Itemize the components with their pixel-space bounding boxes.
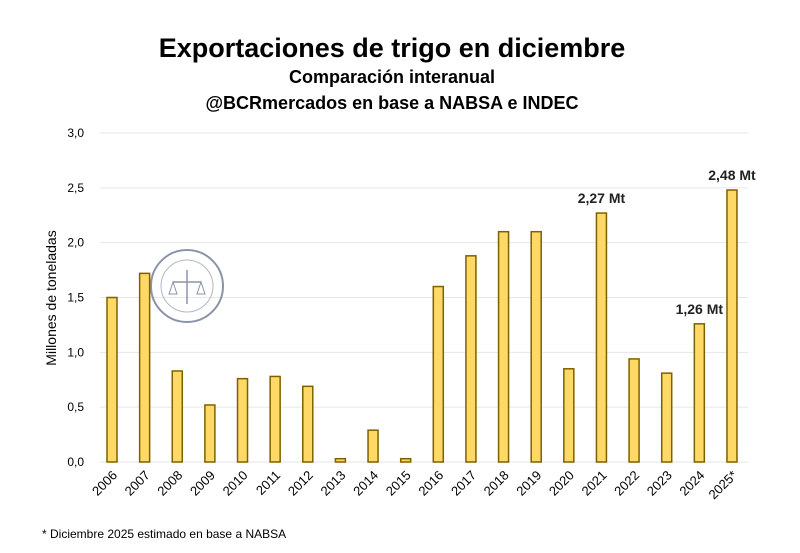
x-tick-label: 2009 xyxy=(187,468,218,499)
bar-2017 xyxy=(465,255,477,463)
x-tick-label: 2015 xyxy=(383,468,414,499)
y-tick-label: 2,0 xyxy=(67,236,84,250)
bar-2025 xyxy=(726,189,738,463)
bar-2012 xyxy=(302,385,314,463)
y-tick-label: 1,5 xyxy=(67,291,84,305)
data-label: 2,48 Mt xyxy=(708,167,756,183)
bar-2018 xyxy=(497,230,510,463)
x-tick-label: 2021 xyxy=(579,468,610,499)
bar-2021 xyxy=(595,212,608,463)
y-tick-label: 2,5 xyxy=(67,181,84,195)
chart-source: @BCRmercados en base a NABSA e INDEC xyxy=(206,93,579,113)
x-tick-label: 2019 xyxy=(513,468,544,499)
bar-2022 xyxy=(628,358,640,463)
chart-subtitle: Comparación interanual xyxy=(289,67,495,87)
x-tick-label: 2006 xyxy=(89,468,120,499)
watermark-seal xyxy=(150,249,224,323)
bar-2019 xyxy=(530,230,542,463)
x-tick-label: 2010 xyxy=(220,468,251,499)
bar-2016 xyxy=(432,285,445,463)
x-tick-label: 2013 xyxy=(317,468,348,499)
x-tick-label: 2016 xyxy=(415,468,446,499)
bar-2007 xyxy=(138,272,151,463)
bar-2013 xyxy=(334,457,347,463)
bar-2015 xyxy=(399,457,412,463)
data-label: 1,26 Mt xyxy=(676,301,724,317)
bar-2010 xyxy=(236,377,249,463)
y-axis-label: Millones de toneladas xyxy=(43,230,59,365)
bar-2014 xyxy=(367,429,379,463)
x-tick-label: 2022 xyxy=(611,468,642,499)
x-tick-label: 2012 xyxy=(285,468,316,499)
data-label: 2,27 Mt xyxy=(578,190,626,206)
y-tick-label: 3,0 xyxy=(67,126,84,140)
x-tick-label: 2018 xyxy=(481,468,512,499)
x-tick-label: 2020 xyxy=(546,468,577,499)
bar-2023 xyxy=(660,372,673,463)
x-tick-label: 2017 xyxy=(448,468,479,499)
bar-2020 xyxy=(563,368,575,463)
y-tick-label: 0,5 xyxy=(67,400,84,414)
y-tick-label: 0,0 xyxy=(67,455,84,469)
x-tick-label: 2011 xyxy=(253,468,283,498)
bar-2006 xyxy=(106,296,118,463)
bar-2009 xyxy=(204,404,216,463)
x-tick-label: 2008 xyxy=(154,468,185,499)
chart-title: Exportaciones de trigo en diciembre xyxy=(159,33,626,63)
x-tick-label: 2024 xyxy=(676,468,707,499)
bar-2024 xyxy=(693,323,706,463)
footnote: * Diciembre 2025 estimado en base a NABS… xyxy=(42,527,286,541)
x-tick-label: 2023 xyxy=(644,468,675,499)
x-tick-label: 2007 xyxy=(122,468,153,499)
y-tick-label: 1,0 xyxy=(67,345,84,359)
bar-2011 xyxy=(269,375,281,463)
x-tick-label: 2014 xyxy=(350,468,381,499)
x-tick-label: 2025* xyxy=(705,468,740,503)
bar-2008 xyxy=(171,370,184,463)
